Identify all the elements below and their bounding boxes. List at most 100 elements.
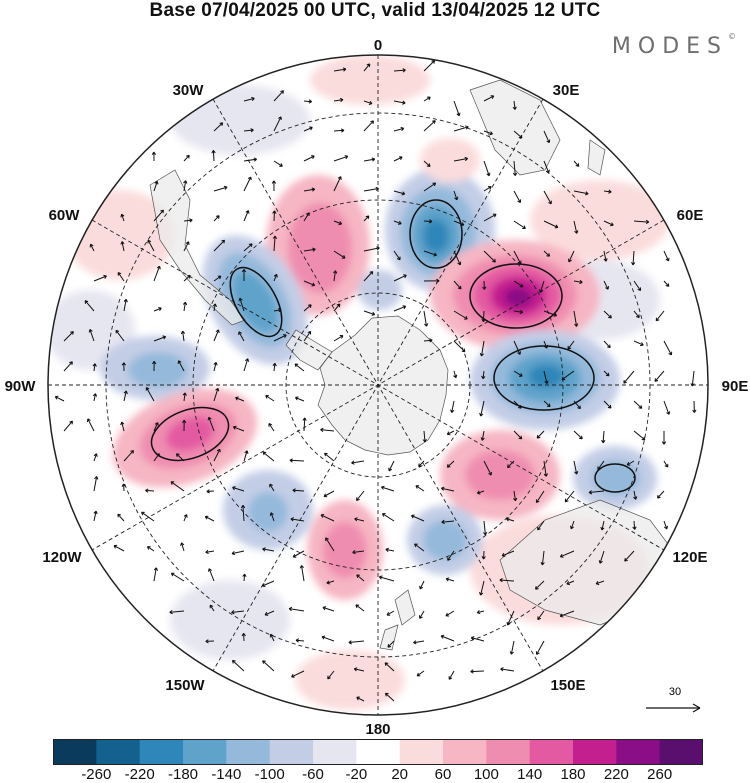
wind-arrow-icon: [302, 417, 307, 432]
lon-label-150e: 150E: [550, 677, 585, 694]
wind-arrow-icon: [445, 577, 455, 582]
wind-arrow-icon: [145, 488, 155, 493]
wind-arrow-icon: [231, 610, 245, 615]
wind-arrow-icon: [573, 310, 579, 327]
wind-arrow-icon: [448, 670, 455, 680]
wind-arrow-icon: [153, 180, 159, 192]
wind-arrow-icon: [303, 126, 313, 132]
wind-arrow-icon: [663, 280, 670, 287]
wind-arrow-icon: [93, 274, 107, 282]
wind-arrow-icon: [363, 215, 370, 222]
wind-arrow-icon: [418, 460, 425, 468]
wind-arrow-icon: [123, 390, 128, 402]
wind-arrow-icon: [269, 512, 275, 522]
colorbar-tick: -100: [254, 766, 285, 783]
wind-arrow-icon: [507, 460, 515, 469]
wind-arrow-icon: [559, 610, 575, 618]
wind-arrow-icon: [272, 210, 277, 222]
wind-arrow-icon: [213, 215, 220, 222]
wind-arrow-icon: [692, 400, 697, 413]
wind-arrow-icon: [213, 329, 220, 342]
wind-arrow-icon: [570, 520, 575, 530]
wind-arrow-icon: [147, 239, 155, 252]
wind-arrow-icon: [537, 610, 545, 621]
wind-arrow-icon: [453, 370, 458, 379]
wind-arrow-icon: [513, 220, 526, 229]
colorbar-cell: [616, 739, 661, 765]
wind-arrow-icon: [88, 329, 95, 342]
wind-arrow-icon: [479, 400, 485, 417]
wind-arrow-icon: [447, 550, 455, 561]
wind-arrow-icon: [213, 387, 220, 402]
wind-arrow-icon: [453, 250, 462, 266]
wind-arrow-icon: [238, 331, 245, 342]
wind-arrow-icon: [356, 696, 365, 702]
wind-arrow-icon: [272, 235, 278, 252]
wind-arrow-icon: [481, 370, 486, 380]
wind-arrow-icon: [303, 212, 310, 222]
wind-arrow-icon: [393, 274, 407, 282]
wind-arrow-icon: [623, 370, 635, 384]
wind-arrow-icon: [354, 517, 365, 522]
wind-arrow-icon: [273, 160, 283, 167]
colorbar-cell: [313, 739, 357, 765]
wind-arrow-icon: [655, 310, 665, 322]
wind-arrow-icon: [289, 458, 305, 463]
wind-arrow-icon: [483, 186, 492, 192]
wind-arrow-icon: [568, 250, 575, 263]
wind-arrow-icon: [482, 280, 487, 290]
wind-arrow-icon: [363, 120, 374, 132]
wind-arrow-icon: [120, 241, 125, 252]
wind-arrow-icon: [423, 338, 433, 343]
wind-arrow-icon: [152, 360, 157, 372]
wind-arrow-icon: [183, 241, 190, 252]
wind-arrow-icon: [543, 250, 551, 257]
wind-arrow-icon: [170, 572, 185, 582]
wind-arrow-icon: [211, 150, 216, 162]
wind-arrow-icon: [573, 220, 579, 234]
wind-arrow-icon: [543, 340, 548, 349]
wind-arrow-icon: [481, 310, 486, 322]
wind-arrow-icon: [603, 220, 614, 227]
colorbar-cell: [96, 739, 141, 765]
colorbar-cell: [269, 739, 314, 765]
map-border: [47, 54, 709, 716]
wind-arrow-icon: [414, 543, 425, 552]
wind-arrow-icon: [262, 547, 275, 552]
wind-arrow-icon: [292, 488, 305, 493]
wind-arrow-icon: [588, 490, 605, 495]
wind-arrow-icon: [393, 156, 403, 162]
wind-arrow-icon: [483, 160, 491, 177]
lon-label-30w: 30W: [173, 82, 205, 99]
wind-arrow-icon: [243, 243, 253, 252]
contour-lines: [150, 199, 636, 493]
wind-arrow-icon: [419, 580, 425, 590]
wind-arrow-icon: [272, 362, 277, 372]
wind-arrow-icon: [388, 460, 395, 472]
colorbar-tick: -60: [302, 766, 324, 783]
wind-arrow-icon: [476, 610, 485, 615]
wind-arrow-icon: [264, 610, 275, 616]
wind-arrow-icon: [320, 427, 335, 432]
wind-arrow-icon: [153, 422, 159, 432]
wind-arrow-icon: [661, 431, 667, 445]
wind-arrow-icon: [294, 396, 305, 402]
colorbar-cell: [486, 739, 531, 765]
wind-arrow-icon: [633, 400, 643, 409]
wind-arrow-icon: [603, 310, 612, 319]
wind-arrow-icon: [663, 460, 669, 468]
map-title: Base 07/04/2025 00 UTC, valid 13/04/2025…: [149, 0, 601, 21]
wind-arrow-icon: [513, 370, 523, 377]
wind-arrow-icon: [387, 640, 395, 648]
wind-arrow-icon: [601, 430, 606, 444]
wind-arrow-icon: [363, 246, 380, 252]
wind-arrow-icon: [326, 580, 335, 585]
wind-arrow-icon: [564, 490, 575, 503]
wind-arrow-icon: [479, 340, 485, 357]
wind-arrow-icon: [453, 280, 462, 290]
wind-arrow-icon: [242, 573, 247, 582]
wind-arrow-icon: [483, 213, 497, 222]
wind-arrow-icon: [513, 250, 522, 265]
wind-arrow-icon: [423, 60, 436, 72]
wind-arrow-icon: [470, 669, 485, 674]
